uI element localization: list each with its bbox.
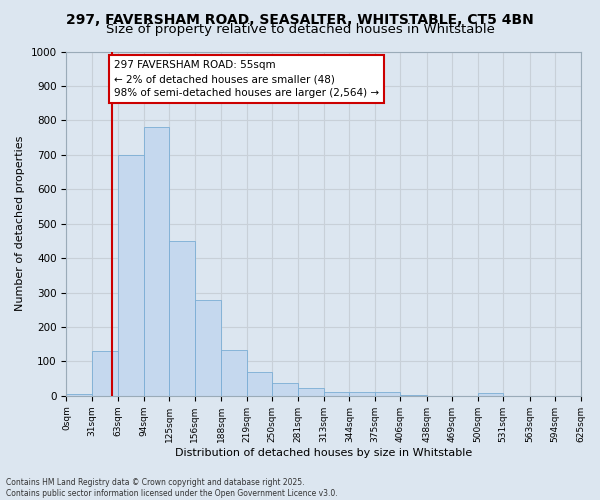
Bar <box>144 128 169 396</box>
Bar <box>375 392 400 396</box>
Bar <box>118 155 144 396</box>
Bar <box>272 383 298 396</box>
Bar <box>67 394 92 396</box>
Text: 297 FAVERSHAM ROAD: 55sqm
← 2% of detached houses are smaller (48)
98% of semi-d: 297 FAVERSHAM ROAD: 55sqm ← 2% of detach… <box>114 60 379 98</box>
Text: Contains HM Land Registry data © Crown copyright and database right 2025.
Contai: Contains HM Land Registry data © Crown c… <box>6 478 338 498</box>
Bar <box>349 392 375 396</box>
Bar <box>221 350 247 396</box>
Text: 297, FAVERSHAM ROAD, SEASALTER, WHITSTABLE, CT5 4BN: 297, FAVERSHAM ROAD, SEASALTER, WHITSTAB… <box>66 12 534 26</box>
Text: Size of property relative to detached houses in Whitstable: Size of property relative to detached ho… <box>106 22 494 36</box>
Y-axis label: Number of detached properties: Number of detached properties <box>15 136 25 312</box>
Bar <box>478 393 503 396</box>
Bar <box>298 388 324 396</box>
Bar <box>400 395 427 396</box>
Bar <box>169 241 195 396</box>
Bar <box>92 351 118 396</box>
Bar <box>247 372 272 396</box>
Bar <box>324 392 349 396</box>
Bar <box>195 300 221 396</box>
X-axis label: Distribution of detached houses by size in Whitstable: Distribution of detached houses by size … <box>175 448 472 458</box>
